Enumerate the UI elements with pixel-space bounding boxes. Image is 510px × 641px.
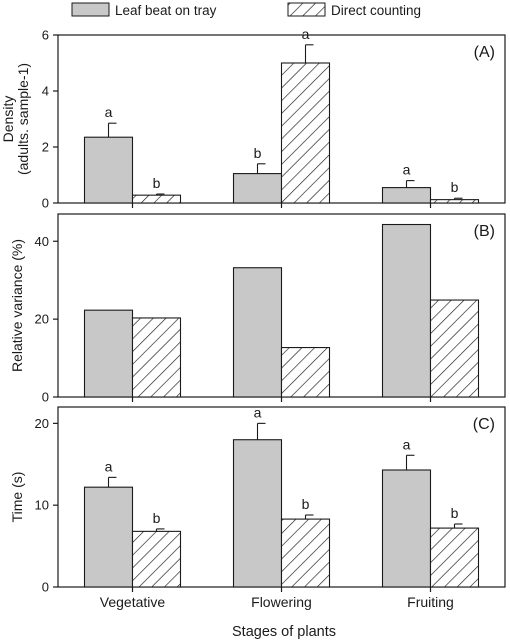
x-axis-title: Stages of plants — [232, 624, 336, 640]
significance-letter: a — [105, 104, 113, 120]
y-tick-label: 0 — [42, 196, 49, 211]
panel-a-density: 0 2 4 6 Density (adults. sample-1) (A) a b a b a b — [0, 26, 506, 211]
significance-letter: b — [153, 175, 161, 191]
panel-c-time: 0 10 20 Time (s) (C) a a a b b b — [9, 404, 506, 595]
legend: Leaf beat on tray Direct counting — [71, 2, 421, 18]
panel-b-relative-variance: 0 20 40 Relative variance (%) (B) — [9, 213, 506, 405]
y-tick-label: 6 — [42, 28, 49, 43]
y-tick-label: 10 — [35, 498, 49, 513]
x-category-label-fruiting: Fruiting — [407, 594, 454, 610]
bar-direct-counting-flowering — [280, 518, 331, 588]
bar-leaf-beat-fruiting — [381, 187, 432, 204]
significance-letter: a — [105, 458, 113, 474]
legend-swatch-direct-counting — [287, 2, 326, 17]
y-axis-title-line: Relative variance (%) — [9, 239, 25, 372]
bar-leaf-beat-fruiting — [381, 469, 432, 588]
y-axis-title-line: Density — [0, 96, 16, 143]
y-tick-label: 2 — [42, 140, 49, 155]
significance-letter: a — [403, 162, 411, 178]
y-tick-label: 40 — [35, 234, 49, 249]
bar-direct-counting-vegetative — [131, 317, 182, 398]
panel-tag: (B) — [474, 223, 495, 240]
bar-leaf-beat-fruiting — [381, 223, 432, 398]
bar-direct-counting-flowering — [280, 347, 331, 398]
y-axis-title-line: Time (s) — [9, 472, 25, 523]
y-tick-label: 4 — [42, 84, 49, 99]
legend-item-leaf-beat: Leaf beat on tray — [71, 2, 217, 18]
bar-leaf-beat-flowering — [232, 439, 283, 588]
bar-direct-counting-fruiting — [429, 299, 480, 398]
legend-swatch-leaf-beat — [71, 2, 110, 17]
x-category-labels: Vegetative Flowering Fruiting — [100, 594, 454, 610]
legend-label-leaf-beat: Leaf beat on tray — [115, 3, 217, 18]
significance-letter: a — [403, 436, 411, 452]
bar-direct-counting-fruiting — [429, 199, 480, 204]
bar-direct-counting-vegetative — [131, 530, 182, 588]
bar-leaf-beat-flowering — [232, 267, 283, 398]
significance-letter: b — [302, 496, 310, 512]
y-tick-label: 0 — [42, 580, 49, 595]
bar-leaf-beat-vegetative — [83, 136, 134, 204]
y-tick-label: 20 — [35, 416, 49, 431]
legend-item-direct-counting: Direct counting — [287, 2, 421, 18]
significance-letter: a — [302, 26, 310, 42]
x-category-label-vegetative: Vegetative — [100, 594, 166, 610]
significance-letter: b — [451, 505, 459, 521]
x-category-label-flowering: Flowering — [251, 594, 312, 610]
significance-letter: b — [451, 179, 459, 195]
bar-direct-counting-flowering — [280, 62, 331, 204]
significance-letter: b — [254, 145, 262, 161]
panel-tag: (C) — [473, 416, 495, 433]
significance-letter: b — [153, 510, 161, 526]
y-tick-label: 0 — [42, 390, 49, 405]
bar-leaf-beat-vegetative — [83, 309, 134, 398]
bar-leaf-beat-flowering — [232, 173, 283, 204]
panel-tag: (A) — [474, 44, 495, 61]
legend-label-direct-counting: Direct counting — [331, 3, 421, 18]
bar-direct-counting-vegetative — [131, 194, 182, 204]
y-tick-label: 20 — [35, 312, 49, 327]
significance-letter: a — [254, 404, 262, 420]
bar-direct-counting-fruiting — [429, 527, 480, 588]
y-axis-title-line: (adults. sample-1) — [15, 63, 31, 175]
bar-leaf-beat-vegetative — [83, 486, 134, 588]
